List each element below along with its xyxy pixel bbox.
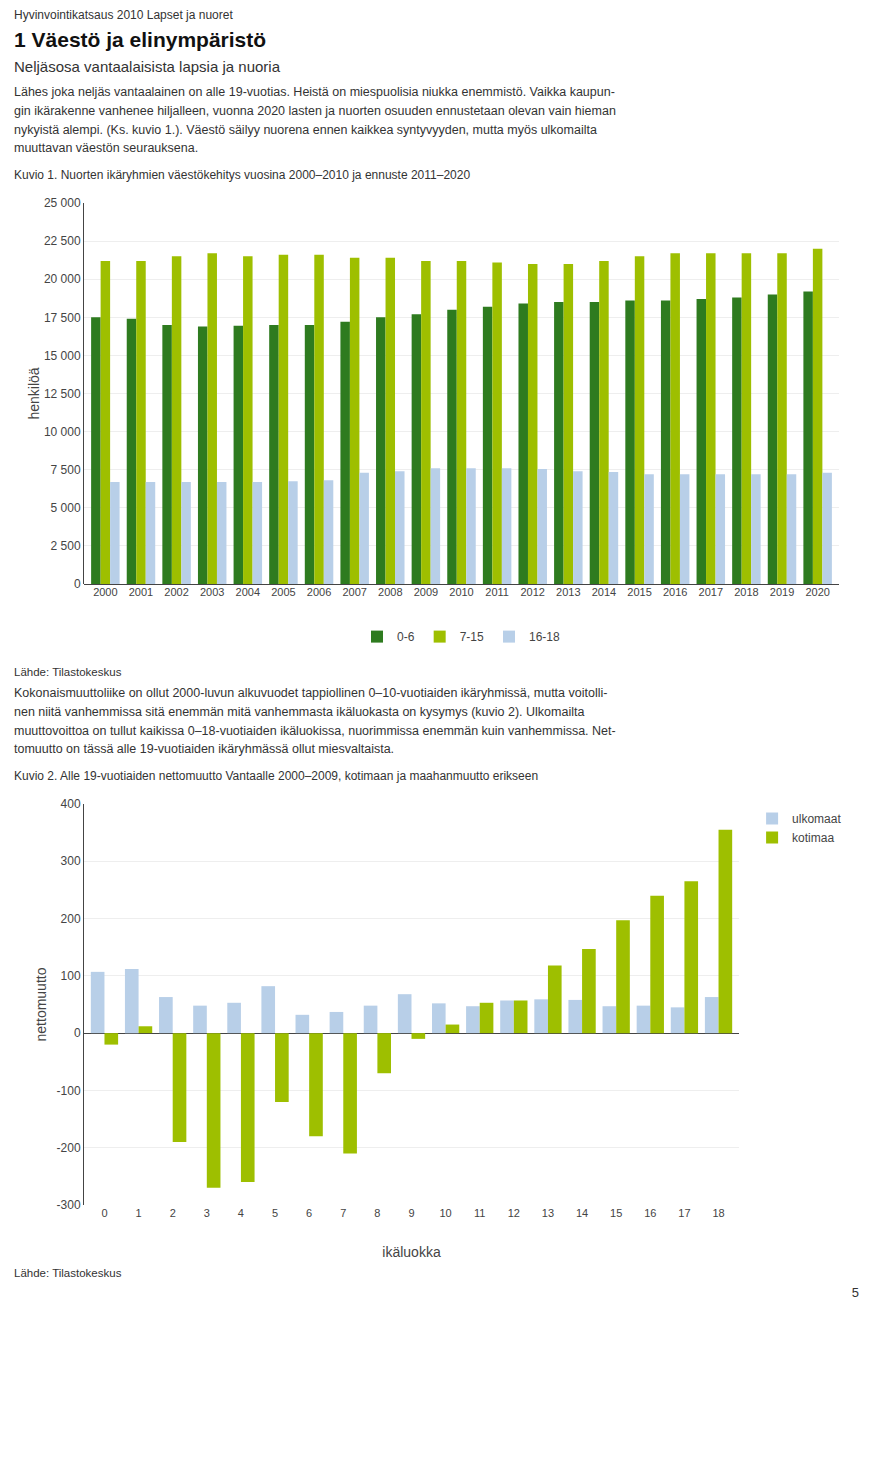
svg-text:17 500: 17 500 (44, 311, 81, 325)
svg-text:2004: 2004 (236, 586, 260, 598)
svg-text:nettomuutto: nettomuutto (33, 967, 49, 1041)
svg-text:-300: -300 (57, 1198, 81, 1212)
svg-text:2: 2 (170, 1207, 176, 1219)
html-text:5: 5 (851, 1285, 859, 1300)
svg-text:henkilöä: henkilöä (26, 367, 42, 419)
svg-text:18: 18 (712, 1207, 724, 1219)
svg-text:11: 11 (474, 1207, 485, 1219)
svg-text:300: 300 (61, 854, 81, 868)
svg-text:2007: 2007 (342, 586, 366, 598)
svg-text:kotimaa: kotimaa (792, 831, 834, 845)
svg-text:7 500: 7 500 (51, 463, 81, 477)
svg-text:2011: 2011 (485, 586, 509, 598)
svg-text:14: 14 (576, 1207, 588, 1219)
svg-text:10: 10 (439, 1207, 451, 1219)
svg-text:2020: 2020 (805, 586, 829, 598)
svg-text:2019: 2019 (770, 586, 794, 598)
svg-text:6: 6 (306, 1207, 312, 1219)
svg-text:2017: 2017 (699, 586, 723, 598)
html-text:Kuvio 1. Nuorten ikäryhmien vä: Kuvio 1. Nuorten ikäryhmien väestökehity… (14, 168, 471, 182)
svg-text:20 000: 20 000 (44, 272, 81, 286)
svg-text:0-6: 0-6 (397, 630, 415, 644)
html-text:Lähes joka neljäs vantaalainen: Lähes joka neljäs vantaalainen on alle 1… (14, 85, 616, 156)
svg-text:ulkomaat: ulkomaat (792, 812, 841, 826)
svg-text:2010: 2010 (449, 586, 473, 598)
html-text:Neljäsosa vantaalaisista lapsi: Neljäsosa vantaalaisista lapsia ja nuori… (14, 58, 280, 75)
svg-text:1: 1 (136, 1207, 142, 1219)
html-text:Lähde: Tilastokeskus: Lähde: Tilastokeskus (14, 1267, 122, 1279)
svg-text:8: 8 (374, 1207, 380, 1219)
svg-text:0: 0 (74, 577, 81, 591)
html-text:Kokonaismuuttoliike on ollut 2: Kokonaismuuttoliike on ollut 2000-luvun … (14, 686, 616, 757)
svg-text:2003: 2003 (200, 586, 224, 598)
svg-text:25 000: 25 000 (44, 196, 81, 210)
html-text:Hyvinvointikatsaus 2010 Lapset: Hyvinvointikatsaus 2010 Lapset ja nuoret (14, 8, 233, 22)
svg-text:2009: 2009 (414, 586, 438, 598)
svg-text:2 500: 2 500 (51, 539, 81, 553)
html-text:Kuvio 2. Alle 19-vuotiaiden ne: Kuvio 2. Alle 19-vuotiaiden nettomuutto … (14, 769, 539, 783)
svg-text:7: 7 (340, 1207, 346, 1219)
svg-text:2008: 2008 (378, 586, 402, 598)
svg-text:5: 5 (272, 1207, 278, 1219)
svg-text:2015: 2015 (627, 586, 651, 598)
svg-text:2013: 2013 (556, 586, 580, 598)
svg-text:15 000: 15 000 (44, 349, 81, 363)
svg-text:17: 17 (678, 1207, 690, 1219)
svg-text:7-15: 7-15 (460, 630, 484, 644)
svg-text:12 500: 12 500 (44, 387, 81, 401)
svg-text:2014: 2014 (592, 586, 616, 598)
svg-text:2002: 2002 (164, 586, 188, 598)
svg-text:-100: -100 (57, 1084, 81, 1098)
svg-text:400: 400 (61, 797, 81, 811)
svg-text:10 000: 10 000 (44, 425, 81, 439)
svg-text:2001: 2001 (129, 586, 153, 598)
html-text:1 Väestö ja elinympäristö: 1 Väestö ja elinympäristö (14, 28, 267, 51)
svg-text:2000: 2000 (93, 586, 117, 598)
svg-text:3: 3 (204, 1207, 210, 1219)
svg-text:2005: 2005 (271, 586, 295, 598)
svg-text:9: 9 (408, 1207, 414, 1219)
svg-text:16: 16 (644, 1207, 656, 1219)
svg-text:100: 100 (61, 969, 81, 983)
html-text:Lähde: Tilastokeskus: Lähde: Tilastokeskus (14, 666, 122, 678)
svg-text:5 000: 5 000 (51, 501, 81, 515)
svg-text:13: 13 (542, 1207, 554, 1219)
svg-text:-200: -200 (57, 1141, 81, 1155)
svg-text:22 500: 22 500 (44, 234, 81, 248)
svg-text:2006: 2006 (307, 586, 331, 598)
svg-text:2018: 2018 (734, 586, 758, 598)
svg-text:0: 0 (101, 1207, 107, 1219)
svg-text:0: 0 (74, 1026, 81, 1040)
svg-text:ikäluokka: ikäluokka (382, 1244, 441, 1260)
svg-text:2016: 2016 (663, 586, 687, 598)
svg-text:15: 15 (610, 1207, 622, 1219)
svg-text:4: 4 (238, 1207, 244, 1219)
svg-text:2012: 2012 (520, 586, 544, 598)
svg-text:12: 12 (508, 1207, 520, 1219)
svg-text:16-18: 16-18 (529, 630, 560, 644)
svg-text:200: 200 (61, 912, 81, 926)
